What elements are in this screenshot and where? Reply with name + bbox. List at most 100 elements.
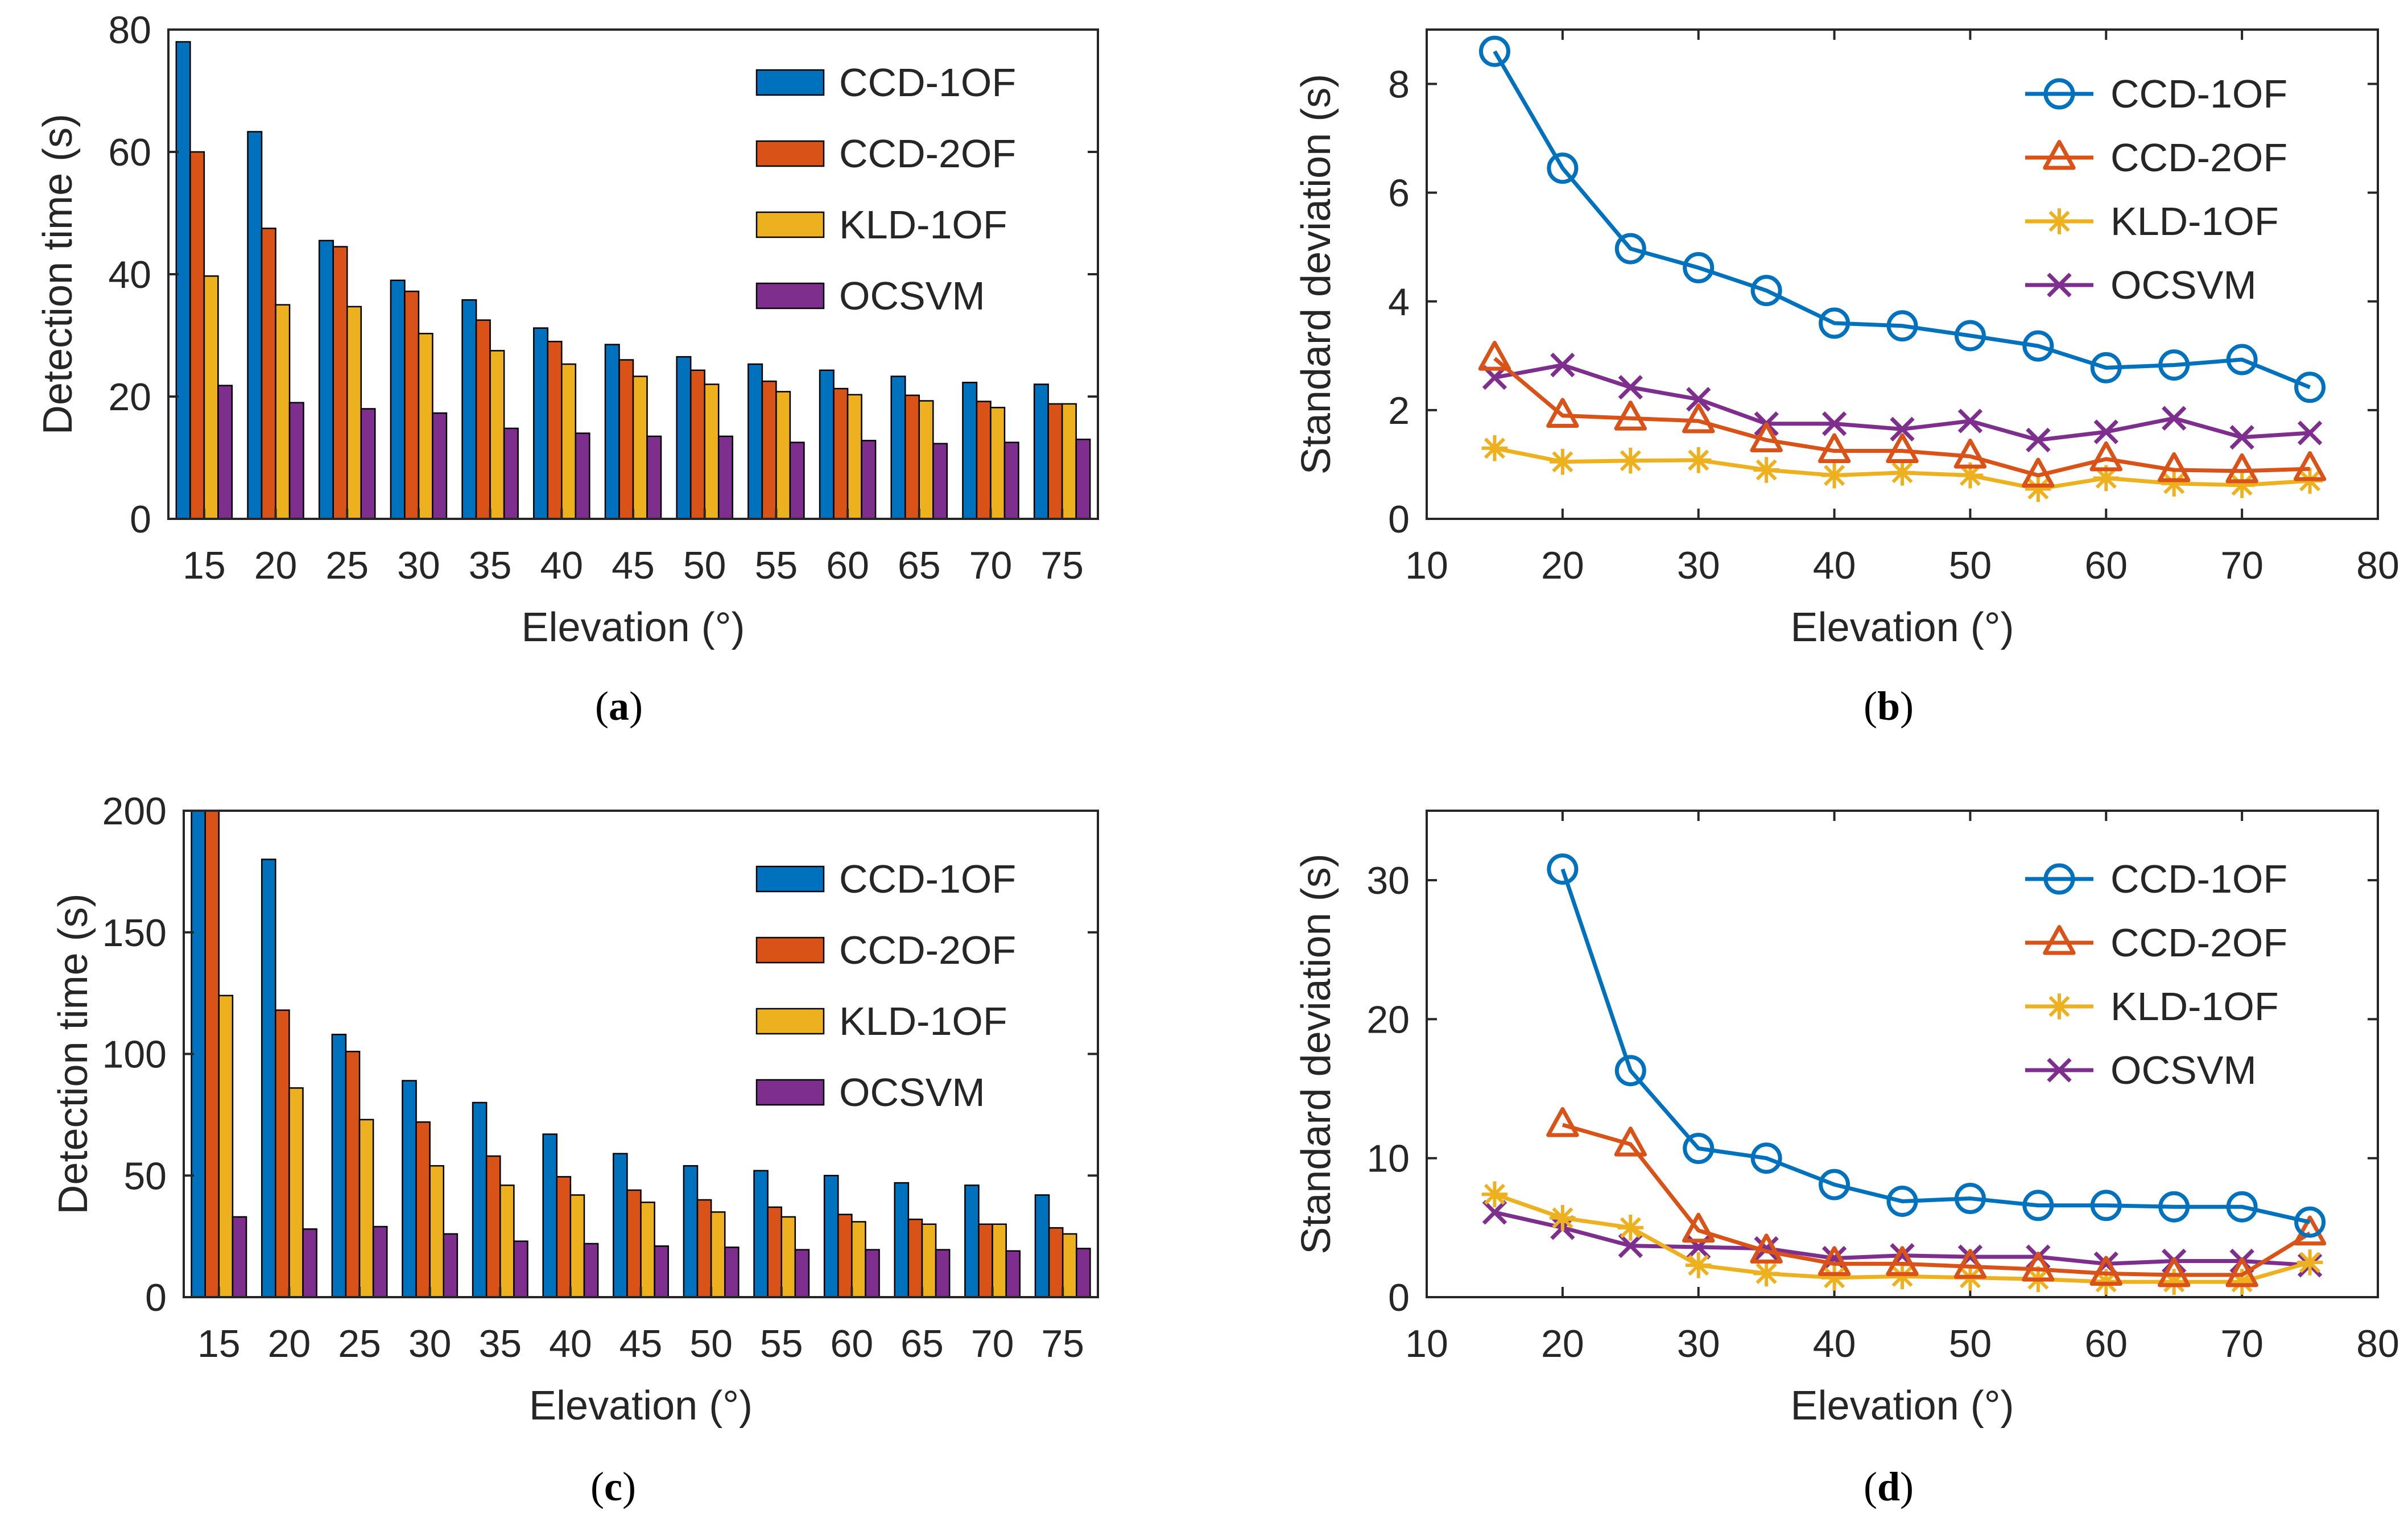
legend-label-OCSVM: OCSVM xyxy=(839,274,985,318)
legend: CCD-1OF CCD-2OF KLD-1OF OCSVM xyxy=(755,857,1016,1115)
point-CCD-1OF-60 xyxy=(2090,1190,2122,1221)
point-CCD-1OF-25 xyxy=(1614,1055,1646,1087)
bar-KLD-1OF-55 xyxy=(780,1216,796,1298)
bar-OCSVM-60 xyxy=(865,1249,880,1298)
bar-CCD-1OF-60 xyxy=(819,369,835,520)
bar-CCD-1OF-65 xyxy=(890,375,906,520)
caption-part: ) xyxy=(622,1464,636,1509)
bar-KLD-1OF-45 xyxy=(640,1202,655,1298)
x-tick-label: 60 xyxy=(2084,1322,2128,1365)
point-CCD-2OF-60 xyxy=(2089,441,2122,472)
point-KLD-1OF-45 xyxy=(1889,1263,1915,1290)
caption-part: d xyxy=(1877,1464,1900,1509)
point-CCD-2OF-50 xyxy=(1953,1249,1987,1279)
bar-KLD-1OF-25 xyxy=(346,306,362,520)
legend-swatch-CCD-2OF xyxy=(755,936,825,964)
bar-CCD-2OF-75 xyxy=(1047,403,1063,520)
y-tick-label: 40 xyxy=(108,253,151,296)
y-tick-label: 20 xyxy=(108,375,151,419)
bar-OCSVM-30 xyxy=(443,1233,459,1298)
bar-CCD-1OF-20 xyxy=(247,131,263,520)
caption-part: ( xyxy=(1864,683,1877,729)
point-CCD-1OF-30 xyxy=(1683,1133,1715,1165)
bar-OCSVM-20 xyxy=(302,1228,317,1298)
bar-KLD-1OF-35 xyxy=(499,1185,515,1298)
x-tick-label: 45 xyxy=(612,544,655,587)
legend-label-CCD-1OF: CCD-1OF xyxy=(839,60,1016,105)
panel-caption: (a) xyxy=(595,683,643,729)
bar-CCD-2OF-75 xyxy=(1048,1227,1064,1298)
caption-part: ) xyxy=(1900,683,1914,729)
bar-KLD-1OF-75 xyxy=(1061,1233,1077,1298)
x-tick-label: 60 xyxy=(831,1322,874,1365)
x-tick-label: 30 xyxy=(397,544,440,587)
bars xyxy=(175,41,1091,520)
bar-OCSVM-45 xyxy=(646,435,662,520)
y-tick-label: 30 xyxy=(1366,859,1410,902)
point-OCSVM-60 xyxy=(2093,419,2118,444)
legend-marker-OCSVM xyxy=(2047,1058,2072,1083)
series-KLD-1OF xyxy=(1481,435,2323,502)
point-CCD-2OF-15 xyxy=(1478,341,1511,371)
bar-OCSVM-30 xyxy=(432,412,448,520)
x-tick-label: 15 xyxy=(197,1322,241,1365)
bar-CCD-1OF-45 xyxy=(613,1153,628,1298)
x-tick-label: 10 xyxy=(1405,544,1448,587)
y-tick-label: 0 xyxy=(1388,1276,1410,1319)
point-KLD-1OF-25 xyxy=(1617,1215,1644,1241)
x-tick-label: 75 xyxy=(1041,1322,1084,1365)
bar-CCD-2OF-45 xyxy=(626,1189,642,1298)
bar-CCD-1OF-35 xyxy=(461,299,477,520)
bar-OCSVM-75 xyxy=(1075,439,1091,520)
bar-CCD-2OF-15 xyxy=(204,810,220,1298)
bar-OCSVM-50 xyxy=(717,435,733,520)
x-tick-label: 60 xyxy=(2084,544,2128,587)
bar-OCSVM-40 xyxy=(583,1243,599,1298)
x-tick-label: 65 xyxy=(901,1322,944,1365)
bar-OCSVM-40 xyxy=(575,432,590,520)
legend-label-KLD-1OF: KLD-1OF xyxy=(2110,199,2279,244)
x-tick-label: 55 xyxy=(755,544,798,587)
x-tick-label: 80 xyxy=(2356,1322,2399,1365)
point-CCD-2OF-75 xyxy=(2293,451,2327,481)
legend-label-OCSVM: OCSVM xyxy=(839,1070,985,1115)
y-tick-label: 150 xyxy=(102,911,167,955)
bars xyxy=(191,810,1091,1298)
series-CCD-1OF xyxy=(1547,853,2326,1238)
bar-OCSVM-65 xyxy=(932,443,948,520)
y-axis-label: Standard deviation (s) xyxy=(1294,853,1339,1254)
x-tick-label: 15 xyxy=(183,544,226,587)
legend-label-CCD-1OF: CCD-1OF xyxy=(2110,72,2287,116)
point-CCD-1OF-20 xyxy=(1547,853,1579,885)
caption-part: c xyxy=(604,1464,622,1509)
legend-swatch-KLD-1OF xyxy=(755,211,825,238)
point-CCD-2OF-65 xyxy=(2158,452,2191,482)
x-tick-label: 30 xyxy=(408,1322,452,1365)
x-tick-label: 20 xyxy=(268,1322,311,1365)
x-tick-label: 70 xyxy=(971,1322,1014,1365)
series-line-CCD-1OF xyxy=(1493,50,2311,389)
bar-OCSVM-45 xyxy=(654,1245,669,1298)
point-CCD-2OF-55 xyxy=(2022,457,2055,488)
legend-label-CCD-1OF: CCD-1OF xyxy=(2110,857,2287,901)
bar-OCSVM-25 xyxy=(360,408,376,520)
legend-label-OCSVM: OCSVM xyxy=(2110,263,2257,307)
y-tick-label: 200 xyxy=(102,790,167,833)
point-CCD-1OF-70 xyxy=(2226,1191,2258,1223)
x-axis-label: Elevation (°) xyxy=(1791,1383,2014,1429)
point-KLD-1OF-65 xyxy=(2161,1269,2187,1295)
bar-CCD-2OF-30 xyxy=(415,1121,431,1298)
bar-KLD-1OF-60 xyxy=(851,1221,866,1298)
bar-CCD-1OF-70 xyxy=(964,1185,980,1298)
bar-KLD-1OF-75 xyxy=(1061,403,1077,520)
y-tick-label: 4 xyxy=(1388,280,1410,324)
point-CCD-1OF-35 xyxy=(1750,1142,1782,1174)
series-CCD-1OF xyxy=(1478,35,2326,403)
bar-CCD-2OF-20 xyxy=(275,1009,290,1298)
x-axis-label: Elevation (°) xyxy=(529,1383,753,1429)
bar-CCD-2OF-15 xyxy=(189,151,205,520)
y-tick-label: 50 xyxy=(123,1154,167,1198)
point-KLD-1OF-30 xyxy=(1685,447,1712,473)
point-CCD-1OF-65 xyxy=(2158,1191,2190,1223)
legend: CCD-1OF CCD-2OF KLD-1OF OCSVM xyxy=(2025,72,2287,307)
